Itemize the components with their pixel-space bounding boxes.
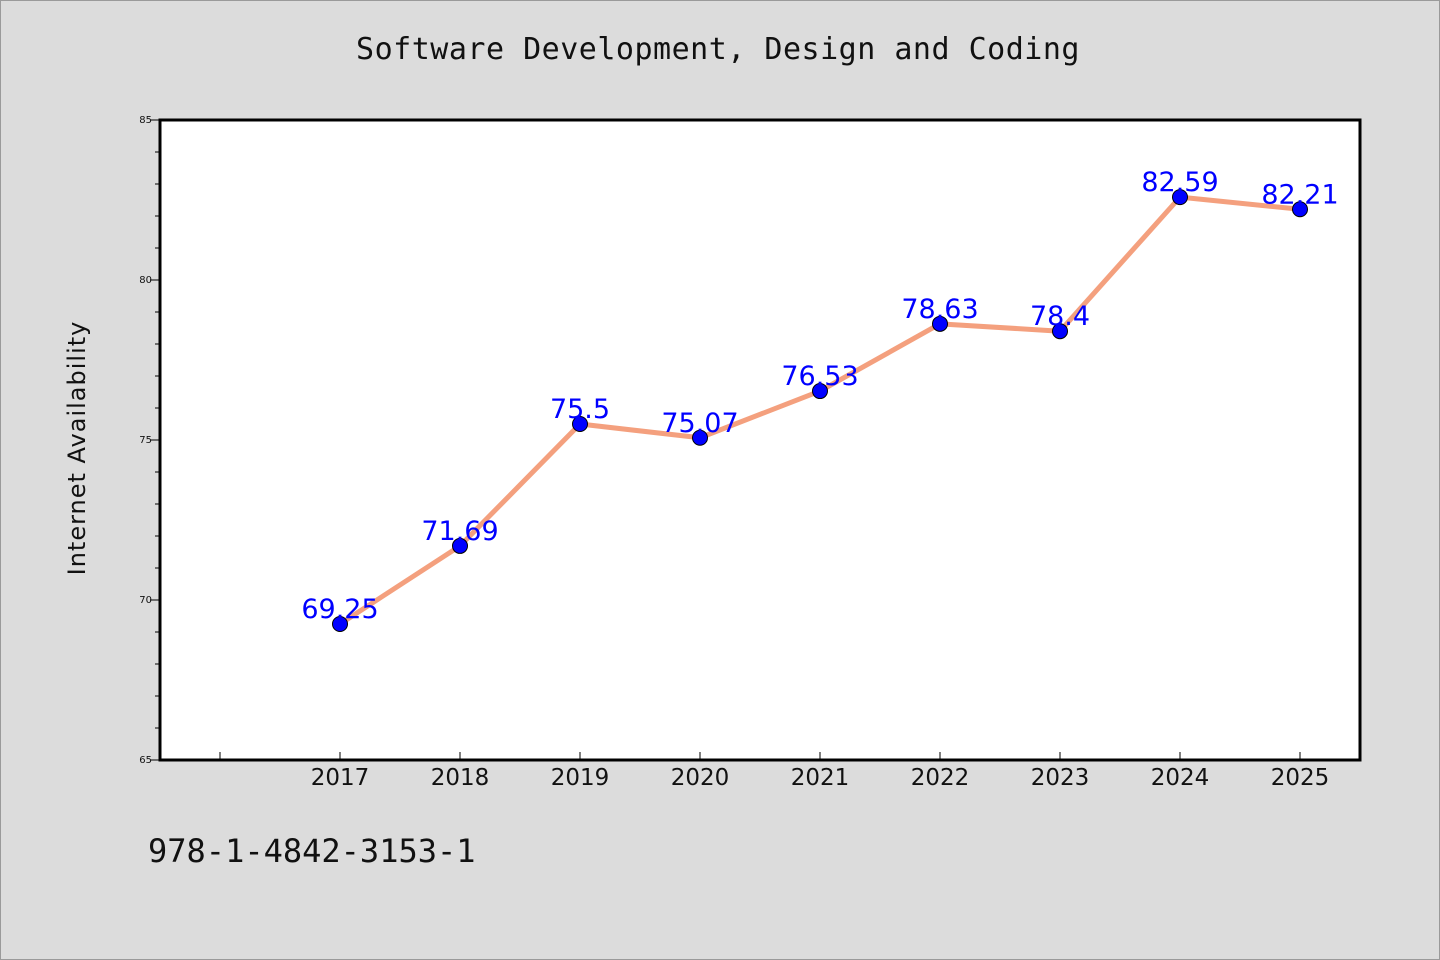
data-point: [812, 383, 828, 400]
y-tick-label: 80: [139, 275, 152, 286]
chart-title: Software Development, Design and Coding: [356, 32, 1080, 67]
isbn-text: 978-1-4842-3153-1: [148, 832, 476, 870]
data-point: [452, 537, 468, 554]
y-tick-label: 70: [139, 595, 152, 606]
data-label: 69.25: [301, 594, 378, 625]
y-axis-label: Internet Availability: [63, 321, 91, 576]
data-label: 78.63: [901, 294, 978, 325]
data-label: 71.69: [421, 516, 498, 547]
data-label: 75.5: [550, 394, 610, 425]
plot-area: [160, 120, 1360, 760]
data-point: [1052, 323, 1068, 340]
x-tick-label: 2019: [551, 765, 610, 791]
x-tick-label: 2018: [431, 765, 490, 791]
data-point: [332, 616, 348, 632]
y-tick-label: 65: [139, 755, 152, 766]
data-label: 82.21: [1261, 179, 1338, 210]
plot-border: [158, 118, 1362, 762]
x-tick-label: 2024: [1151, 765, 1210, 791]
data-labels: 69.25 71.69 75.5 75.07 76.53 78.63 78.4 82.59 82…: [301, 167, 1338, 625]
data-point: [1292, 201, 1308, 218]
data-label: 78.4: [1030, 301, 1090, 332]
data-label: 75.07: [661, 408, 738, 439]
x-tick-label: 2022: [911, 765, 970, 791]
x-tick-label: 2020: [671, 765, 730, 791]
x-tick-label: 2023: [1031, 765, 1090, 791]
data-point: [692, 429, 708, 446]
axes: 65 70 75 80 85 2017 2018 2019 2020 2021 2022 2023 20…: [139, 115, 1329, 791]
data-point: [1172, 189, 1188, 206]
x-tick-label: 2025: [1271, 765, 1330, 791]
data-label: 76.53: [781, 361, 858, 392]
y-tick-label: 75: [139, 435, 152, 446]
series-layer: [332, 189, 1308, 632]
x-tick-label: 2021: [791, 765, 850, 791]
y-tick-label: 85: [139, 115, 152, 126]
data-label: 82.59: [1141, 167, 1218, 198]
data-point: [932, 315, 948, 332]
x-tick-label: 2017: [311, 765, 370, 791]
data-point: [572, 416, 588, 432]
